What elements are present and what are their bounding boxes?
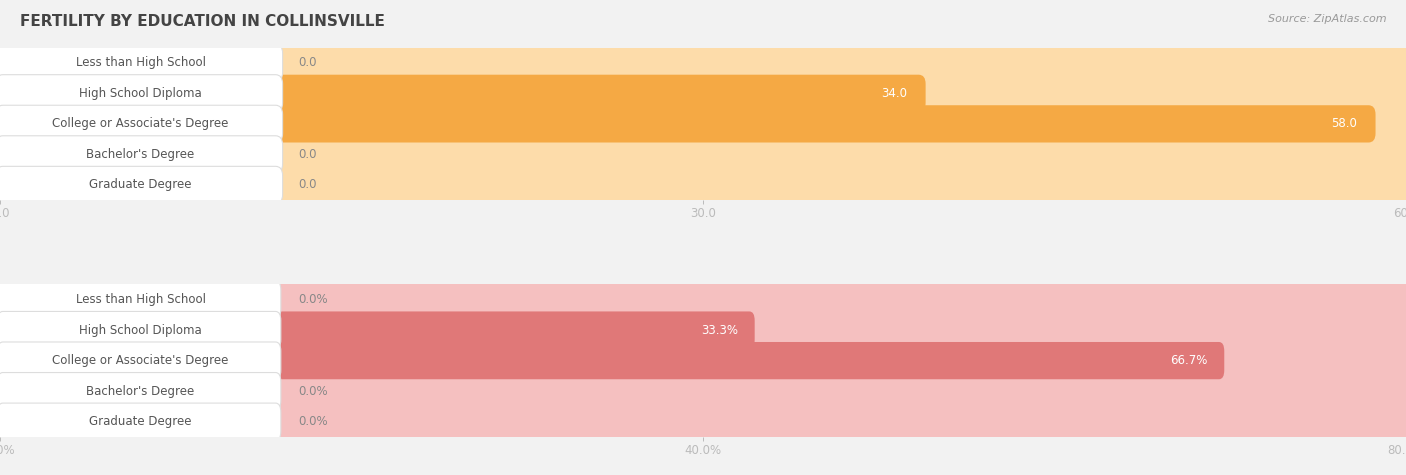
FancyBboxPatch shape	[0, 166, 283, 204]
Text: 0.0: 0.0	[298, 179, 316, 191]
FancyBboxPatch shape	[276, 342, 1225, 379]
FancyBboxPatch shape	[274, 105, 1406, 142]
Text: 0.0%: 0.0%	[298, 293, 328, 306]
FancyBboxPatch shape	[0, 281, 281, 318]
FancyBboxPatch shape	[274, 136, 1406, 173]
FancyBboxPatch shape	[274, 166, 1406, 204]
Text: 33.3%: 33.3%	[702, 323, 738, 337]
Text: Source: ZipAtlas.com: Source: ZipAtlas.com	[1268, 14, 1386, 24]
Bar	[0, 376, 1406, 407]
FancyBboxPatch shape	[276, 403, 1406, 440]
Bar	[0, 139, 1406, 170]
FancyBboxPatch shape	[0, 44, 283, 81]
FancyBboxPatch shape	[0, 342, 281, 379]
FancyBboxPatch shape	[274, 44, 1406, 81]
Text: 58.0: 58.0	[1331, 117, 1357, 130]
FancyBboxPatch shape	[274, 75, 1406, 112]
Text: High School Diploma: High School Diploma	[79, 323, 202, 337]
FancyBboxPatch shape	[0, 372, 281, 410]
Bar	[0, 315, 1406, 345]
Text: College or Associate's Degree: College or Associate's Degree	[52, 354, 229, 367]
FancyBboxPatch shape	[0, 75, 283, 112]
FancyBboxPatch shape	[0, 312, 281, 349]
Bar	[0, 109, 1406, 139]
Bar	[0, 170, 1406, 200]
Text: High School Diploma: High School Diploma	[79, 87, 202, 100]
FancyBboxPatch shape	[274, 105, 1375, 142]
FancyBboxPatch shape	[276, 372, 1406, 410]
Bar	[0, 345, 1406, 376]
Text: 0.0: 0.0	[298, 56, 316, 69]
Text: Bachelor's Degree: Bachelor's Degree	[87, 148, 194, 161]
Text: 34.0: 34.0	[882, 87, 907, 100]
Text: 0.0: 0.0	[298, 148, 316, 161]
Bar	[0, 78, 1406, 109]
Bar	[0, 407, 1406, 437]
FancyBboxPatch shape	[276, 312, 755, 349]
FancyBboxPatch shape	[276, 281, 1406, 318]
Text: Graduate Degree: Graduate Degree	[90, 179, 191, 191]
FancyBboxPatch shape	[0, 136, 283, 173]
Bar	[0, 48, 1406, 78]
Text: 0.0%: 0.0%	[298, 415, 328, 428]
Text: Less than High School: Less than High School	[76, 293, 205, 306]
Text: Bachelor's Degree: Bachelor's Degree	[87, 385, 194, 398]
Text: 0.0%: 0.0%	[298, 385, 328, 398]
FancyBboxPatch shape	[0, 105, 283, 142]
FancyBboxPatch shape	[274, 75, 925, 112]
Text: Graduate Degree: Graduate Degree	[90, 415, 191, 428]
FancyBboxPatch shape	[276, 342, 1406, 379]
Bar	[0, 284, 1406, 315]
Text: Less than High School: Less than High School	[76, 56, 205, 69]
FancyBboxPatch shape	[0, 403, 281, 440]
Text: 66.7%: 66.7%	[1170, 354, 1208, 367]
Text: College or Associate's Degree: College or Associate's Degree	[52, 117, 229, 130]
Text: FERTILITY BY EDUCATION IN COLLINSVILLE: FERTILITY BY EDUCATION IN COLLINSVILLE	[20, 14, 385, 29]
FancyBboxPatch shape	[276, 312, 1406, 349]
